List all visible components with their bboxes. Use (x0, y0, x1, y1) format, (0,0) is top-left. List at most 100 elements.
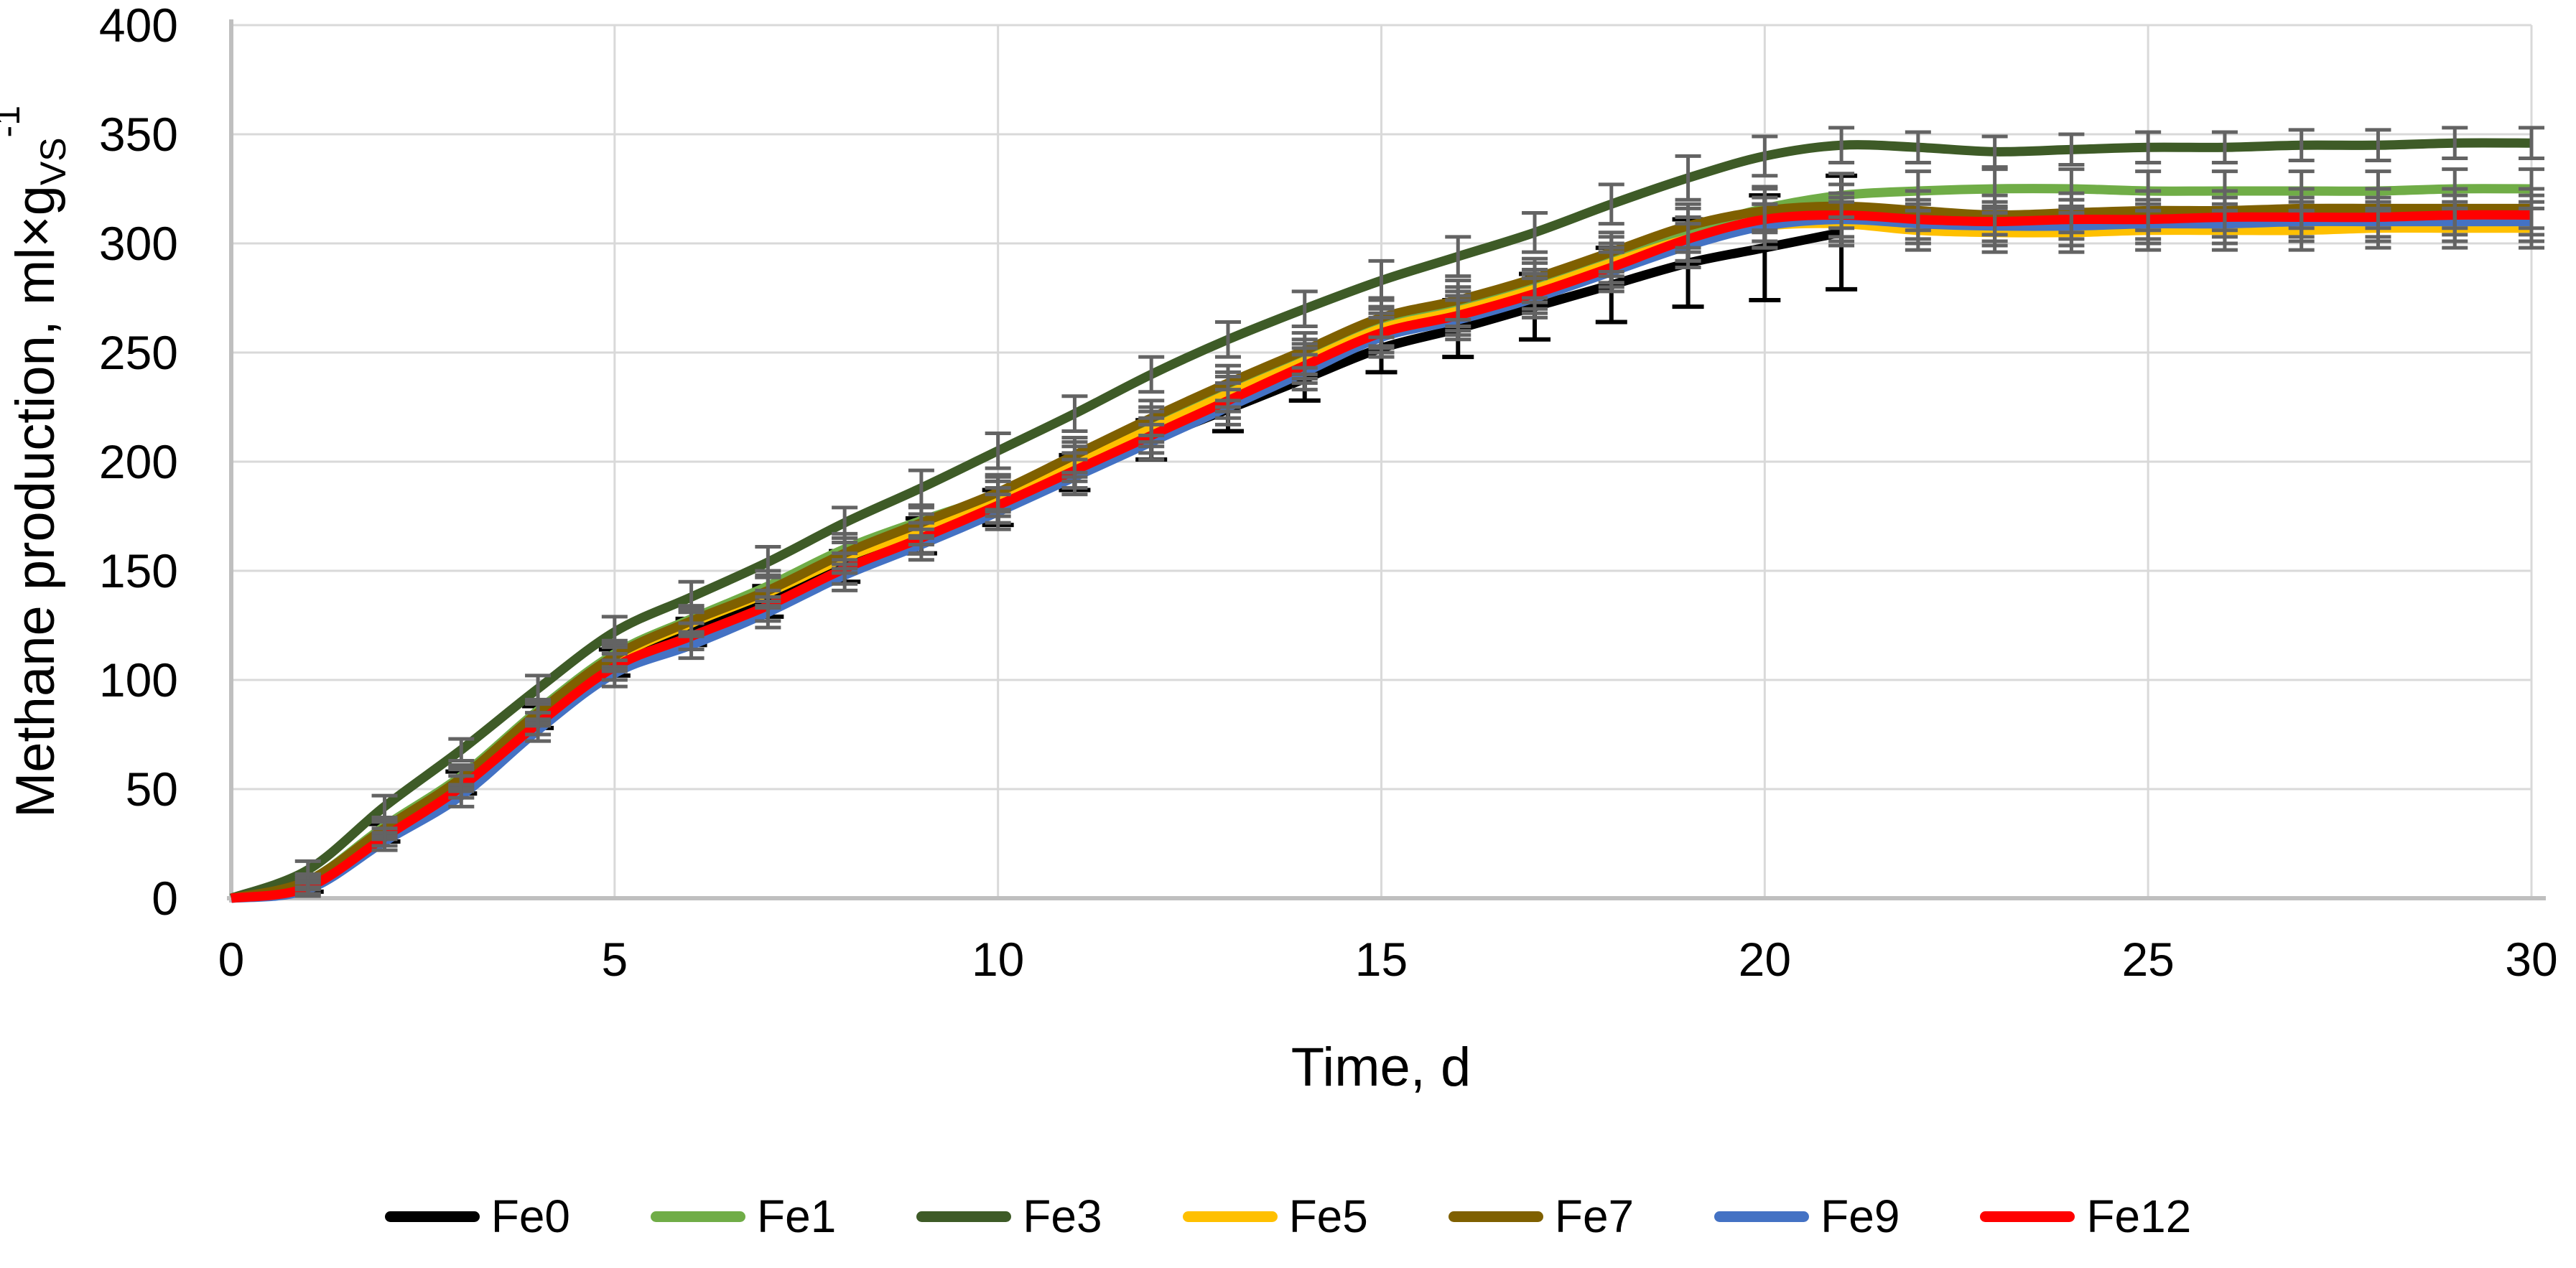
error-bar (2135, 130, 2162, 165)
error-bar (1752, 195, 1778, 243)
error-bar (1138, 355, 1165, 394)
legend-swatch-Fe1 (651, 1211, 745, 1222)
error-bar (908, 468, 934, 508)
error-bar (1138, 416, 1165, 455)
legend-item-Fe1: Fe1 (651, 1193, 836, 1239)
error-bar (1291, 289, 1318, 329)
error-bar (1445, 294, 1471, 337)
y-axis-title-main: Methane production, ml×g (5, 185, 66, 818)
y-tick-label: 100 (99, 653, 178, 707)
error-bar (1368, 311, 1395, 355)
y-axis-title-superscript: -1 (0, 106, 27, 137)
error-bar (2058, 197, 2085, 241)
error-bar (1522, 210, 1548, 254)
legend-label-Fe1: Fe1 (757, 1190, 837, 1242)
error-bar (1828, 191, 1855, 239)
error-bar (832, 551, 858, 586)
error-bar (371, 793, 398, 820)
error-bar (2365, 195, 2391, 239)
error-bar (525, 711, 552, 737)
error-bars-Fe7 (294, 182, 2544, 890)
error-bar (1752, 134, 1778, 178)
error-bar (908, 521, 934, 556)
x-tick-label: 25 (2121, 933, 2174, 986)
error-bar (1445, 235, 1471, 279)
error-bar (1522, 272, 1548, 315)
error-bar (2442, 126, 2468, 160)
error-bars-Fe3 (294, 126, 2544, 881)
legend-label-Fe0: Fe0 (490, 1190, 570, 1242)
y-tick-label: 200 (99, 435, 178, 488)
x-tick-label: 20 (1739, 933, 1791, 986)
error-bar (1214, 381, 1241, 420)
error-bar (2288, 195, 2315, 239)
legend-swatch-Fe7 (1448, 1211, 1543, 1222)
legend-item-Fe7: Fe7 (1448, 1190, 1635, 1242)
error-bar (1675, 215, 1701, 263)
legend-swatch-Fe5 (1182, 1211, 1278, 1222)
legend-label-Fe7: Fe7 (1554, 1190, 1635, 1242)
y-tick-label: 350 (99, 108, 178, 161)
x-tick-label: 15 (1355, 933, 1408, 986)
legend-item-Fe3: Fe3 (916, 1193, 1102, 1239)
y-tick-label: 150 (99, 544, 178, 597)
error-bar (1905, 130, 1931, 165)
error-bar (985, 485, 1011, 525)
y-tick-label: 0 (152, 872, 178, 925)
gridlines (231, 24, 2533, 898)
error-bar (448, 774, 475, 800)
error-bar (1598, 182, 1624, 226)
error-bar (1905, 197, 1931, 241)
error-bar (448, 737, 475, 763)
y-tick-label: 400 (99, 0, 178, 52)
tick-labels: 0 50 100 150 200 250 300 350 400 0 5 10 15 20 25 30 (99, 0, 2558, 986)
legend-label-Fe5: Fe5 (1288, 1190, 1368, 1242)
error-bar (601, 652, 628, 682)
x-axis-title: Time, d (1291, 1037, 1471, 1098)
error-bar (2519, 193, 2544, 237)
legend-label-Fe12: Fe12 (2086, 1190, 2192, 1242)
error-bar (678, 621, 705, 651)
error-bar (1061, 451, 1088, 490)
y-axis-title-subscript: VS (33, 137, 73, 185)
error-bars-Fe1 (294, 167, 2544, 890)
error-bar (2519, 126, 2544, 160)
error-bars (294, 126, 2544, 898)
y-tick-label: 250 (99, 326, 178, 379)
legend-item-Fe12: Fe12 (1980, 1193, 2191, 1239)
legend-item-Fe5: Fe5 (1182, 1190, 1368, 1242)
error-bar (2211, 130, 2238, 165)
error-bar (2211, 195, 2238, 239)
legend-swatch-Fe12 (1980, 1211, 2075, 1222)
legend-item-Fe9: Fe9 (1714, 1193, 1900, 1239)
error-bar (1828, 126, 1855, 165)
error-bar (1291, 346, 1318, 386)
error-bar (294, 879, 321, 896)
legend-label-Fe3: Fe3 (1023, 1190, 1102, 1242)
error-bar (2365, 128, 2391, 162)
error-bars-Fe12 (294, 191, 2544, 896)
legend-swatch-Fe3 (916, 1211, 1012, 1222)
error-bar (985, 431, 1011, 470)
legend-label-Fe9: Fe9 (1821, 1190, 1900, 1242)
error-bar (2058, 132, 2085, 167)
error-bar (1981, 200, 2008, 243)
error-bar (2442, 193, 2468, 237)
error-bar (1598, 246, 1624, 289)
axes (227, 19, 2546, 903)
y-axis-title: Methane production, ml×gVS-1 (0, 106, 73, 818)
y-tick-label: 50 (126, 763, 178, 816)
legend-swatch-Fe0 (384, 1211, 480, 1222)
error-bar (371, 826, 398, 848)
error-bar (1981, 134, 2008, 169)
error-bar (1214, 320, 1241, 359)
error-bar (2135, 197, 2162, 241)
error-bar (1675, 154, 1701, 202)
error-bar (755, 588, 781, 623)
error-bar (1061, 394, 1088, 433)
error-bar (2288, 128, 2315, 162)
x-tick-label: 5 (601, 933, 628, 986)
legend-item-Fe0: Fe0 (384, 1190, 570, 1242)
